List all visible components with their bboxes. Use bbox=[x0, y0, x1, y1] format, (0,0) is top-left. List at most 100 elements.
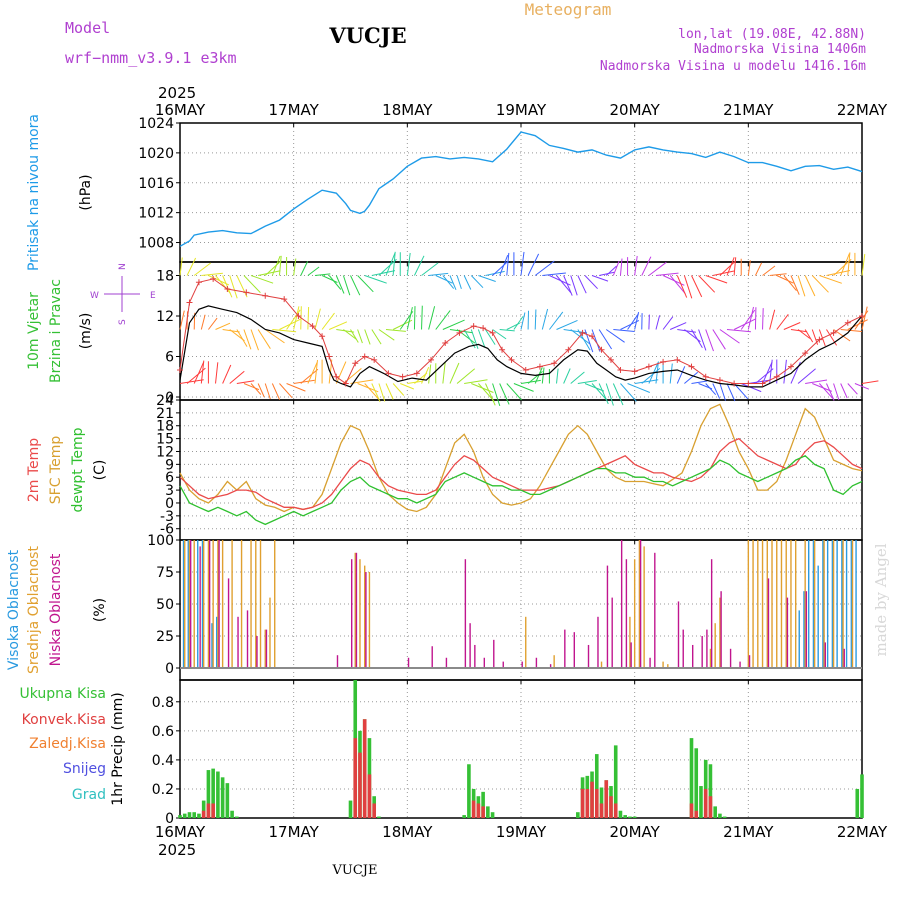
wind-arrow bbox=[527, 253, 540, 276]
wind-arrow bbox=[797, 368, 816, 384]
wind-arrow bbox=[428, 364, 432, 384]
precip-legend-item: Zaledj.Kisa bbox=[29, 736, 106, 752]
wind-arrow bbox=[811, 275, 829, 293]
convective-precip-bar bbox=[206, 803, 211, 818]
total-precip-bar bbox=[599, 787, 604, 818]
wind-arrow bbox=[741, 383, 762, 393]
wind-gust-marker bbox=[442, 340, 449, 346]
wind-arrow bbox=[485, 383, 496, 406]
wind-gust-marker bbox=[830, 329, 837, 336]
y-tick-label: 0.6 bbox=[152, 724, 174, 740]
wind-arrow bbox=[314, 308, 321, 330]
wind-arrow bbox=[413, 255, 425, 276]
wind-arrow bbox=[669, 363, 673, 384]
precip-legend-item: Snijeg bbox=[63, 761, 106, 777]
compass-east: E bbox=[150, 291, 156, 301]
y-tick-label: 1020 bbox=[138, 146, 174, 162]
convective-precip-bar bbox=[604, 780, 609, 818]
wind-arrow bbox=[733, 383, 749, 400]
wind-arrow bbox=[541, 308, 549, 330]
total-precip-bar bbox=[216, 771, 220, 818]
x-tick-label-bottom: 19MAY bbox=[496, 823, 547, 841]
wind-arrow bbox=[797, 329, 811, 339]
y-tick-label: 100 bbox=[147, 533, 174, 549]
wind-arrow bbox=[307, 362, 318, 384]
wind-gust-marker bbox=[816, 336, 823, 343]
wind-gust-marker bbox=[551, 360, 558, 367]
wind-arrow bbox=[499, 255, 509, 276]
wind-arrow bbox=[513, 383, 534, 392]
convective-precip-bar bbox=[689, 803, 694, 818]
wind-arrow bbox=[754, 262, 763, 276]
wind-arrow bbox=[392, 383, 405, 396]
wind-arrow bbox=[435, 275, 453, 284]
wind-gust-marker bbox=[333, 373, 340, 380]
wind-arrow bbox=[705, 329, 714, 352]
wind-gust-marker bbox=[631, 368, 638, 375]
wind-arrow bbox=[413, 306, 416, 330]
wind-arrow bbox=[812, 383, 832, 392]
total-precip-bar bbox=[230, 810, 234, 818]
wind-arrow bbox=[584, 383, 605, 392]
wind-arrow bbox=[343, 329, 357, 340]
wind-gust-marker bbox=[342, 380, 349, 387]
side-label-temperature: dewpt Temp bbox=[70, 427, 86, 512]
wind-arrow bbox=[392, 251, 396, 276]
wind-arrow bbox=[584, 329, 594, 353]
unit-label-temperature: (C) bbox=[92, 460, 108, 481]
wind-arrow bbox=[819, 275, 842, 284]
wind-gust-marker bbox=[243, 289, 250, 296]
station-title: VUCJE bbox=[328, 23, 406, 48]
wind-arrow bbox=[769, 273, 787, 276]
wind-gust-marker bbox=[522, 367, 529, 373]
total-precip-bar bbox=[486, 806, 490, 818]
total-precip-bar bbox=[718, 813, 722, 818]
wind-gust-marker bbox=[371, 356, 378, 363]
wind-gust-marker bbox=[399, 373, 406, 380]
wind-arrow bbox=[492, 261, 509, 276]
wind-arrow bbox=[619, 258, 623, 276]
wind-arrow bbox=[712, 383, 721, 399]
wind-arrow bbox=[442, 362, 446, 384]
wind-arrow bbox=[421, 305, 423, 330]
wind-arrow bbox=[712, 329, 726, 350]
wind-arrow bbox=[250, 329, 259, 351]
convective-precip-bar bbox=[609, 796, 613, 818]
wind-arrow bbox=[378, 258, 397, 276]
wind-arrow bbox=[335, 275, 345, 294]
total-precip-bar bbox=[192, 812, 197, 818]
total-precip-bar bbox=[206, 770, 211, 818]
wind-arrow bbox=[385, 329, 406, 332]
wind-arrow bbox=[762, 361, 773, 384]
wind-arrow bbox=[272, 329, 297, 333]
wind-arrow bbox=[847, 252, 851, 276]
wind-arrow bbox=[442, 275, 455, 289]
wind-arrow bbox=[733, 257, 737, 276]
y-tick-label: 6 bbox=[165, 350, 174, 366]
wind-arrow bbox=[854, 383, 870, 390]
wind-arrow bbox=[648, 261, 667, 276]
wind-arrow bbox=[464, 379, 488, 384]
wind-arrow bbox=[257, 383, 265, 398]
total-precip-bar bbox=[632, 816, 637, 818]
y-tick-label: 21 bbox=[156, 406, 174, 422]
convective-precip-bar bbox=[358, 752, 362, 818]
wind-arrow bbox=[328, 321, 348, 330]
wind-arrow bbox=[726, 383, 736, 402]
y-tick-label: -3 bbox=[160, 509, 174, 525]
wind-arrow bbox=[350, 275, 361, 296]
y-tick-label: 1008 bbox=[138, 236, 174, 252]
wind-gust-marker bbox=[787, 363, 794, 370]
convective-precip-bar bbox=[372, 803, 376, 818]
wind-arrow bbox=[598, 383, 609, 405]
wind-arrow bbox=[456, 275, 462, 289]
wind-arrow bbox=[691, 329, 703, 348]
dewpoint-line bbox=[179, 455, 863, 526]
wind-arrow bbox=[726, 257, 735, 276]
side-label-temperature: SFC Temp bbox=[48, 436, 64, 505]
y-tick-label: 18 bbox=[156, 419, 174, 435]
wind-arrow bbox=[826, 383, 835, 401]
wind-arrow bbox=[236, 329, 248, 347]
wind-gust-marker bbox=[499, 346, 506, 353]
wind-arrow bbox=[804, 275, 816, 297]
